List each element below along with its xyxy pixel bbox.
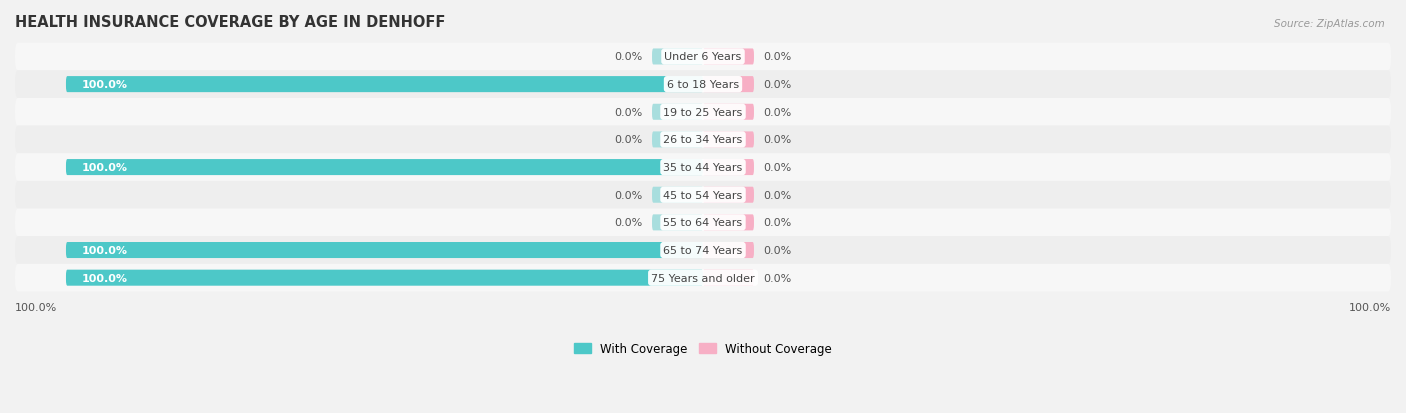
Text: 65 to 74 Years: 65 to 74 Years	[664, 245, 742, 255]
Text: 26 to 34 Years: 26 to 34 Years	[664, 135, 742, 145]
Text: Under 6 Years: Under 6 Years	[665, 52, 741, 62]
Text: 0.0%: 0.0%	[614, 135, 643, 145]
FancyBboxPatch shape	[66, 77, 703, 93]
FancyBboxPatch shape	[15, 209, 1391, 237]
Text: 0.0%: 0.0%	[614, 52, 643, 62]
FancyBboxPatch shape	[15, 71, 1391, 99]
Text: 0.0%: 0.0%	[614, 190, 643, 200]
Text: 100.0%: 100.0%	[82, 80, 128, 90]
Text: 0.0%: 0.0%	[763, 80, 792, 90]
Text: 55 to 64 Years: 55 to 64 Years	[664, 218, 742, 228]
Text: 0.0%: 0.0%	[763, 52, 792, 62]
Text: 75 Years and older: 75 Years and older	[651, 273, 755, 283]
FancyBboxPatch shape	[652, 104, 703, 121]
Text: 0.0%: 0.0%	[763, 163, 792, 173]
FancyBboxPatch shape	[66, 160, 703, 176]
FancyBboxPatch shape	[652, 215, 703, 231]
Text: 0.0%: 0.0%	[614, 218, 643, 228]
Text: 6 to 18 Years: 6 to 18 Years	[666, 80, 740, 90]
Text: 0.0%: 0.0%	[763, 135, 792, 145]
FancyBboxPatch shape	[15, 264, 1391, 292]
Text: 100.0%: 100.0%	[1348, 302, 1391, 312]
FancyBboxPatch shape	[652, 187, 703, 203]
Text: 100.0%: 100.0%	[82, 163, 128, 173]
Text: 100.0%: 100.0%	[82, 245, 128, 255]
Text: 0.0%: 0.0%	[763, 273, 792, 283]
Text: 19 to 25 Years: 19 to 25 Years	[664, 107, 742, 117]
Text: 0.0%: 0.0%	[763, 218, 792, 228]
Text: 0.0%: 0.0%	[614, 107, 643, 117]
FancyBboxPatch shape	[66, 270, 703, 286]
FancyBboxPatch shape	[15, 126, 1391, 154]
FancyBboxPatch shape	[15, 154, 1391, 181]
FancyBboxPatch shape	[652, 132, 703, 148]
FancyBboxPatch shape	[703, 77, 754, 93]
Text: HEALTH INSURANCE COVERAGE BY AGE IN DENHOFF: HEALTH INSURANCE COVERAGE BY AGE IN DENH…	[15, 15, 446, 30]
FancyBboxPatch shape	[703, 104, 754, 121]
Text: 0.0%: 0.0%	[763, 107, 792, 117]
Text: 35 to 44 Years: 35 to 44 Years	[664, 163, 742, 173]
FancyBboxPatch shape	[703, 49, 754, 65]
Text: Source: ZipAtlas.com: Source: ZipAtlas.com	[1274, 19, 1385, 28]
FancyBboxPatch shape	[703, 187, 754, 203]
FancyBboxPatch shape	[15, 237, 1391, 264]
FancyBboxPatch shape	[703, 132, 754, 148]
Text: 100.0%: 100.0%	[82, 273, 128, 283]
FancyBboxPatch shape	[15, 43, 1391, 71]
Legend: With Coverage, Without Coverage: With Coverage, Without Coverage	[574, 342, 832, 355]
Text: 100.0%: 100.0%	[15, 302, 58, 312]
FancyBboxPatch shape	[703, 215, 754, 231]
FancyBboxPatch shape	[703, 160, 754, 176]
FancyBboxPatch shape	[15, 99, 1391, 126]
FancyBboxPatch shape	[15, 181, 1391, 209]
FancyBboxPatch shape	[703, 270, 754, 286]
FancyBboxPatch shape	[703, 242, 754, 259]
Text: 0.0%: 0.0%	[763, 190, 792, 200]
FancyBboxPatch shape	[652, 49, 703, 65]
Text: 0.0%: 0.0%	[763, 245, 792, 255]
FancyBboxPatch shape	[66, 242, 703, 259]
Text: 45 to 54 Years: 45 to 54 Years	[664, 190, 742, 200]
